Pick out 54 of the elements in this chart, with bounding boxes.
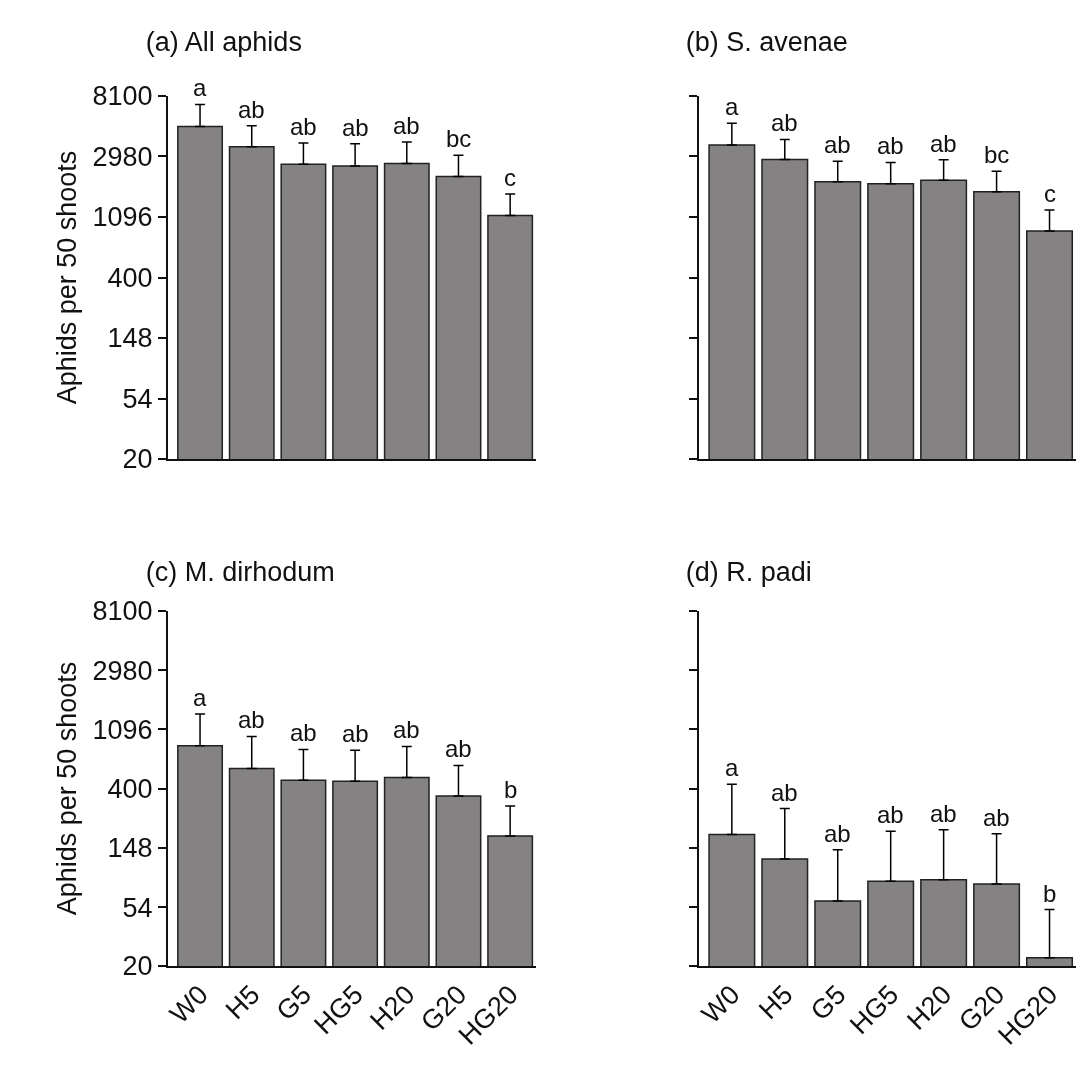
y-tick-label: 2980 <box>92 655 153 686</box>
x-tick-label: H5 <box>752 979 799 1026</box>
x-tick-label: W0 <box>163 979 214 1030</box>
y-tick-label: 400 <box>107 263 153 294</box>
y-tick-label: 8100 <box>92 596 153 627</box>
y-axis-title: Aphids per 50 shoots <box>52 150 83 405</box>
annotation: ab <box>238 96 265 123</box>
annotation: ab <box>771 109 798 136</box>
annotation: ab <box>393 716 420 743</box>
y-tick-label: 1096 <box>92 714 153 745</box>
annotation: ab <box>930 130 957 157</box>
x-tick-label: H5 <box>219 979 266 1026</box>
annotation: ab <box>290 113 317 140</box>
annotation: a <box>193 74 207 101</box>
y-tick-label: 2980 <box>92 141 153 172</box>
y-tick-label: 8100 <box>92 81 153 112</box>
chart-title: (c) M. dirhodum <box>145 557 335 587</box>
y-tick-label: 54 <box>122 384 153 415</box>
annotation: ab <box>445 735 472 762</box>
annotation: ab <box>930 800 957 827</box>
annotation: c <box>1044 180 1056 207</box>
chart-title: (d) R. padi <box>685 557 812 587</box>
y-tick-label: 54 <box>122 892 153 923</box>
annotation: ab <box>290 719 317 746</box>
annotation: ab <box>342 720 369 747</box>
annotation: ab <box>393 112 420 139</box>
y-tick-label: 20 <box>122 951 153 982</box>
annotation: b <box>1043 880 1057 907</box>
y-tick-label: 20 <box>122 444 153 475</box>
annotation: ab <box>824 820 851 847</box>
annotation: a <box>193 684 207 711</box>
annotation: ab <box>877 801 904 828</box>
y-tick-label: 148 <box>107 833 153 864</box>
annotation: ab <box>342 114 369 141</box>
annotation: a <box>725 93 739 120</box>
annotation: bc <box>984 141 1010 168</box>
annotation: bc <box>446 125 472 152</box>
annotation: ab <box>238 706 265 733</box>
annotation: c <box>504 164 516 191</box>
x-tick-label: H20 <box>364 979 421 1036</box>
chart-title: (b) S. avenae <box>685 27 848 57</box>
annotation: a <box>725 754 739 781</box>
annotation: ab <box>824 131 851 158</box>
annotation: b <box>504 776 518 803</box>
y-tick-label: 148 <box>107 323 153 354</box>
y-tick-label: 1096 <box>92 202 153 233</box>
chart-title: (a) All aphids <box>145 27 302 57</box>
annotation: ab <box>983 804 1010 831</box>
x-tick-label: W0 <box>695 979 746 1030</box>
annotation: ab <box>877 132 904 159</box>
y-tick-label: 400 <box>107 774 153 805</box>
annotation: ab <box>771 779 798 806</box>
y-axis-title: Aphids per 50 shoots <box>52 661 83 916</box>
x-tick-label: H20 <box>901 979 958 1036</box>
